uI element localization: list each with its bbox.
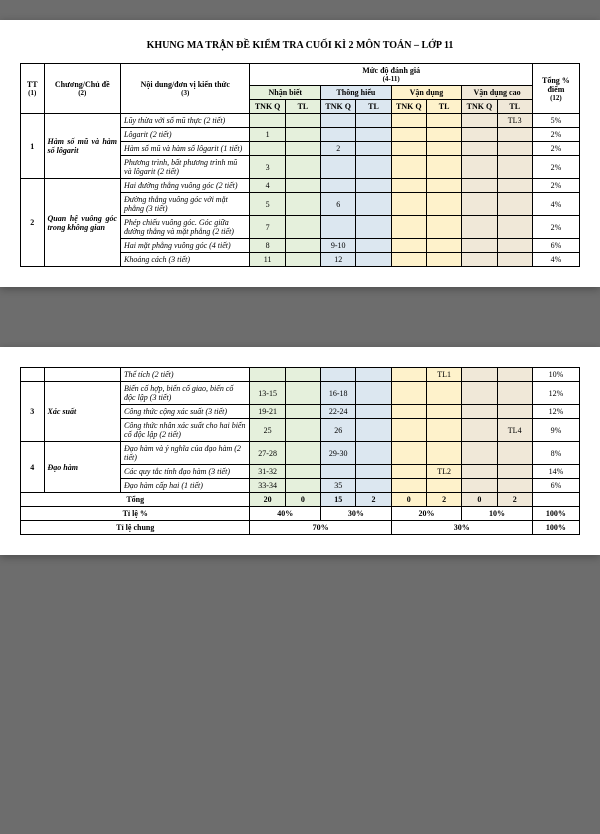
col-tl: TL	[285, 100, 320, 114]
col-tnkq: TNK Q	[462, 100, 497, 114]
col-nhanbiet: Nhận biết	[250, 86, 321, 100]
col-vandungcao: Vận dụng cao	[462, 86, 533, 100]
page-title: KHUNG MA TRẬN ĐỀ KIỂM TRA CUỐI KÌ 2 MÔN …	[20, 40, 580, 51]
col-thonghieu: Thông hiểu	[321, 86, 392, 100]
col-tnkq: TNK Q	[321, 100, 356, 114]
row-tilechung: Tỉ lệ chung 70% 30% 100%	[21, 521, 580, 535]
col-mucdo: Mức độ đánh giá(4-11)	[250, 64, 532, 86]
page-1: KHUNG MA TRẬN ĐỀ KIỂM TRA CUỐI KÌ 2 MÔN …	[0, 20, 600, 287]
table-row: 3 Xác suất Biến cố hợp, biến cố giao, bi…	[21, 382, 580, 405]
col-tt: TT(1)	[21, 64, 45, 114]
col-tl: TL	[497, 100, 532, 114]
col-tnkq: TNK Q	[391, 100, 426, 114]
col-vandung: Vận dụng	[391, 86, 462, 100]
row-tong: Tổng 200 152 02 02	[21, 493, 580, 507]
matrix-table-2: Thể tích (2 tiết) TL1 10% 3 Xác suất Biế…	[20, 367, 580, 535]
table-row: Thể tích (2 tiết) TL1 10%	[21, 368, 580, 382]
table-row: 1 Hàm số mũ và hàm số lôgarit Lũy thừa v…	[21, 114, 580, 128]
col-tl: TL	[426, 100, 461, 114]
col-tong: Tổng % điểm(12)	[532, 64, 579, 114]
col-tl: TL	[356, 100, 391, 114]
col-noidung: Nội dung/đơn vị kiến thức(3)	[121, 64, 250, 114]
col-chuong: Chương/Chủ đề(2)	[44, 64, 120, 114]
matrix-table-1: TT(1) Chương/Chủ đề(2) Nội dung/đơn vị k…	[20, 63, 580, 267]
table-row: 2 Quan hệ vuông góc trong không gian Hai…	[21, 179, 580, 193]
col-tnkq: TNK Q	[250, 100, 285, 114]
table-row: 4 Đạo hàm Đạo hàm và ý nghĩa của đạo hàm…	[21, 442, 580, 465]
table-head: TT(1) Chương/Chủ đề(2) Nội dung/đơn vị k…	[21, 64, 580, 114]
row-tile: Tỉ lệ % 40% 30% 20% 10% 100%	[21, 507, 580, 521]
page-2: Thể tích (2 tiết) TL1 10% 3 Xác suất Biế…	[0, 347, 600, 555]
